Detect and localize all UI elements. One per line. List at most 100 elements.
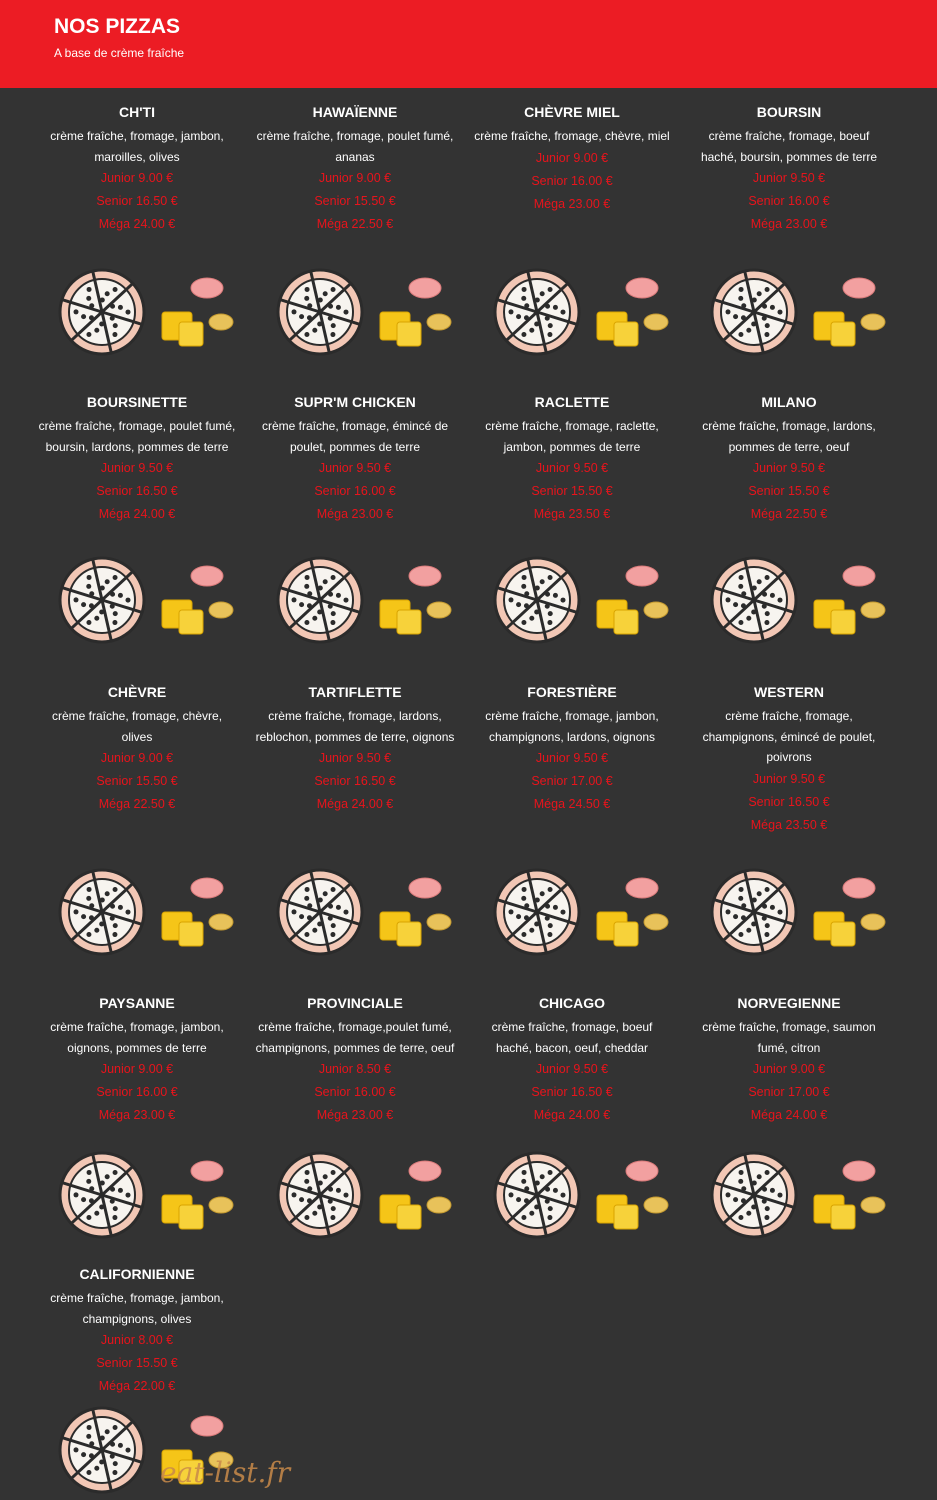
topping-dot — [104, 579, 110, 585]
ingredient — [426, 313, 452, 331]
topping-dot — [99, 921, 105, 927]
topping-dot — [304, 895, 310, 901]
ingredient — [860, 313, 886, 331]
topping-dot — [117, 1442, 123, 1448]
topping-dot — [112, 287, 118, 293]
topping-dot — [764, 887, 770, 893]
topping-dot — [521, 1214, 527, 1220]
topping-dot — [516, 314, 522, 320]
pizza-description: crème fraîche, fromage, champignons, émi… — [702, 709, 876, 764]
pizza-name: MILANO — [761, 394, 817, 410]
pizza-description: crème fraîche, fromage, saumon fumé, cit… — [702, 1020, 876, 1055]
topping-dot — [725, 597, 731, 603]
pizza-item: HAWAÏENNE crème fraîche, fromage, poulet … — [255, 104, 455, 236]
slice-line — [743, 558, 756, 601]
ingredient — [842, 877, 876, 899]
pizza-illustration — [710, 268, 886, 356]
pizza-name: FORESTIÈRE — [527, 684, 617, 700]
topping-dot — [523, 915, 529, 921]
cheese — [178, 921, 204, 947]
pizza-illustration — [710, 556, 886, 644]
slice-line — [318, 882, 352, 914]
slice-line — [752, 1165, 786, 1197]
topping-dot — [88, 915, 94, 921]
topping-dot — [516, 602, 522, 608]
ingredient — [190, 277, 224, 299]
topping-dot — [86, 1169, 92, 1175]
topping-dot — [534, 321, 540, 327]
slice-line — [101, 598, 143, 614]
topping-dot — [104, 291, 110, 297]
topping-dot — [299, 1197, 305, 1203]
topping-dot — [547, 923, 553, 929]
topping-dot — [534, 1204, 540, 1210]
topping-dot — [534, 897, 540, 903]
topping-dot — [769, 904, 775, 910]
pizza-price: Junior 9.00 € — [535, 150, 609, 165]
pizza-price: Senior 16.00 € — [314, 484, 396, 498]
slice-line — [100, 1165, 134, 1197]
topping-dot — [110, 903, 116, 909]
slice-line — [713, 1181, 755, 1197]
pizza-item: BOURSIN crème fraîche, fromage, boeuf hac… — [689, 104, 889, 236]
ingredient — [190, 877, 224, 899]
slice-line — [279, 298, 321, 314]
topping-dot — [733, 914, 739, 920]
pizza-price: Senior 16.50 € — [96, 194, 178, 208]
slice-line — [505, 598, 539, 630]
topping-dot — [521, 331, 527, 337]
slice-line — [70, 1193, 104, 1225]
topping-dot — [529, 927, 535, 933]
topping-dot — [112, 1170, 118, 1176]
slice-line — [91, 558, 104, 601]
topping-dot — [330, 887, 336, 893]
topping-dot — [86, 1214, 92, 1220]
topping-dot — [81, 602, 87, 608]
topping-dot — [94, 615, 100, 621]
slice-line — [70, 598, 104, 630]
topping-dot — [94, 327, 100, 333]
topping-dot — [327, 915, 333, 921]
topping-dot — [740, 915, 746, 921]
topping-dot — [725, 909, 731, 915]
topping-dot — [322, 291, 328, 297]
topping-dot — [521, 931, 527, 937]
slice-line — [70, 910, 104, 942]
topping-dot — [343, 597, 349, 603]
pizza-description: crème fraîche, fromage, poulet fumé, ana… — [256, 129, 454, 164]
ingredient — [625, 877, 659, 899]
topping-dot — [89, 303, 95, 309]
topping-dot — [761, 1198, 767, 1204]
topping-dot — [112, 1215, 118, 1221]
topping-dot — [330, 1206, 336, 1212]
topping-dot — [523, 603, 529, 609]
slice-line — [100, 911, 113, 954]
slice-line — [279, 586, 321, 602]
slice-line — [505, 910, 539, 942]
topping-dot — [112, 1206, 118, 1212]
topping-dot — [109, 315, 115, 321]
topping-dot — [516, 1197, 522, 1203]
slice-line — [536, 310, 578, 326]
topping-dot — [560, 1192, 566, 1198]
slice-line — [536, 598, 578, 614]
topping-dot — [117, 304, 123, 310]
pizza-price: Senior 17.00 € — [531, 774, 613, 788]
pizza-description: crème fraîche, fromage, boeuf haché, bac… — [491, 1020, 653, 1055]
pizza-illustration — [276, 868, 452, 956]
topping-dot — [335, 904, 341, 910]
slice-line — [526, 1153, 539, 1196]
topping-dot — [738, 286, 744, 292]
topping-dot — [738, 1169, 744, 1175]
cheese — [613, 609, 639, 635]
topping-dot — [552, 592, 558, 598]
pizza-price: Senior 16.50 € — [96, 484, 178, 498]
topping-dot — [741, 903, 747, 909]
pizza-price: Junior 9.00 € — [100, 751, 174, 765]
slice-line — [309, 558, 322, 601]
topping-dot — [521, 583, 527, 589]
topping-dot — [524, 591, 530, 597]
topping-dot — [769, 304, 775, 310]
topping-dot — [88, 1453, 94, 1459]
slice-line — [100, 570, 134, 602]
